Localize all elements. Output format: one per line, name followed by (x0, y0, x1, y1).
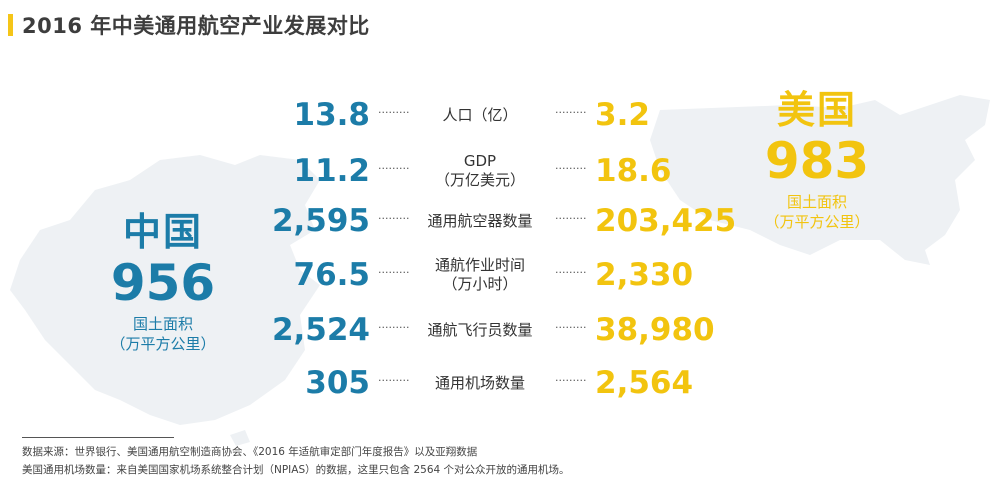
china-area-value: 956 (110, 254, 216, 312)
china-summary: 中国 956 国土面积 （万平方公里） (98, 210, 228, 354)
footer-divider (22, 437, 174, 438)
metric-label: 人口（亿） (410, 90, 550, 140)
metric-label-line1: 通航作业时间 (434, 256, 525, 274)
title-accent-bar (8, 14, 13, 36)
leader-dots: ········· (555, 321, 587, 334)
china-area-unit: （万平方公里） (110, 335, 216, 353)
comparison-row-airports: 305 ········· 通用机场数量 ········· 2,564 (0, 358, 1000, 408)
leader-dots: ········· (555, 106, 587, 119)
metric-label-line1: 通航飞行员数量 (427, 320, 533, 339)
leader-dots: ········· (555, 266, 587, 279)
usa-map-silhouette (650, 95, 990, 265)
leader-dots: ········· (555, 374, 587, 387)
metric-label-line2: （万小时） (442, 275, 518, 293)
leader-dots: ········· (378, 374, 410, 387)
china-value: 2,595 (271, 203, 370, 239)
source-note: 数据来源：世界银行、美国通用航空制造商协会、《2016 年适航审定部门年度报告》… (22, 446, 478, 458)
comparison-row-flight-hours: 76.5 ········· 通航作业时间 （万小时） ········· 2,… (0, 250, 1000, 300)
metric-label-line1: 通用航空器数量 (427, 211, 533, 230)
leader-dots: ········· (378, 321, 410, 334)
usa-name: 美国 (776, 88, 857, 132)
china-area-label: 国土面积 (132, 315, 193, 333)
comparison-row-gdp: 11.2 ········· GDP （万亿美元） ········· 18.6 (0, 146, 1000, 196)
china-value: 13.8 (293, 97, 371, 133)
china-map-silhouette (10, 155, 320, 446)
usa-value: 2,564 (595, 365, 694, 401)
comparison-row-aircraft: 2,595 ········· 通用航空器数量 ········· 203,42… (0, 196, 1000, 246)
metric-label-line1: 人口（亿） (442, 105, 518, 124)
metric-label: 通用航空器数量 (410, 196, 550, 246)
airport-note: 美国通用机场数量：来自美国国家机场系统整合计划（NPIAS）的数据，这里只包含 … (22, 464, 570, 476)
metric-label-line1: 通用机场数量 (434, 373, 525, 392)
usa-area-unit: （万平方公里） (764, 213, 870, 231)
usa-value: 203,425 (595, 203, 737, 239)
metric-label: GDP （万亿美元） (410, 146, 550, 196)
comparison-row-pilots: 2,524 ········· 通航飞行员数量 ········· 38,980 (0, 305, 1000, 355)
leader-dots: ········· (378, 106, 410, 119)
metric-label-line1: GDP (463, 152, 497, 170)
usa-value: 18.6 (595, 153, 672, 189)
china-value: 305 (305, 365, 370, 401)
metric-label: 通航飞行员数量 (410, 305, 550, 355)
usa-summary: 美国 983 国土面积 （万平方公里） (752, 88, 882, 232)
usa-value: 38,980 (595, 312, 715, 348)
usa-value: 2,330 (595, 257, 694, 293)
metric-label: 通航作业时间 （万小时） (410, 250, 550, 300)
usa-area-label: 国土面积 (786, 193, 847, 211)
comparison-row-population: 13.8 ········· 人口（亿） ········· 3.2 (0, 90, 1000, 140)
usa-value: 3.2 (595, 97, 650, 133)
metric-label-line2: （万亿美元） (434, 171, 525, 189)
china-value: 11.2 (293, 153, 371, 189)
leader-dots: ········· (378, 212, 410, 225)
leader-dots: ········· (555, 162, 587, 175)
leader-dots: ········· (555, 212, 587, 225)
page-title: 2016 年中美通用航空产业发展对比 (22, 14, 370, 38)
china-value: 2,524 (271, 312, 370, 348)
leader-dots: ········· (378, 162, 410, 175)
usa-area-value: 983 (764, 132, 870, 190)
china-name: 中国 (122, 210, 203, 254)
metric-label: 通用机场数量 (410, 358, 550, 408)
leader-dots: ········· (378, 266, 410, 279)
china-value: 76.5 (293, 257, 371, 293)
